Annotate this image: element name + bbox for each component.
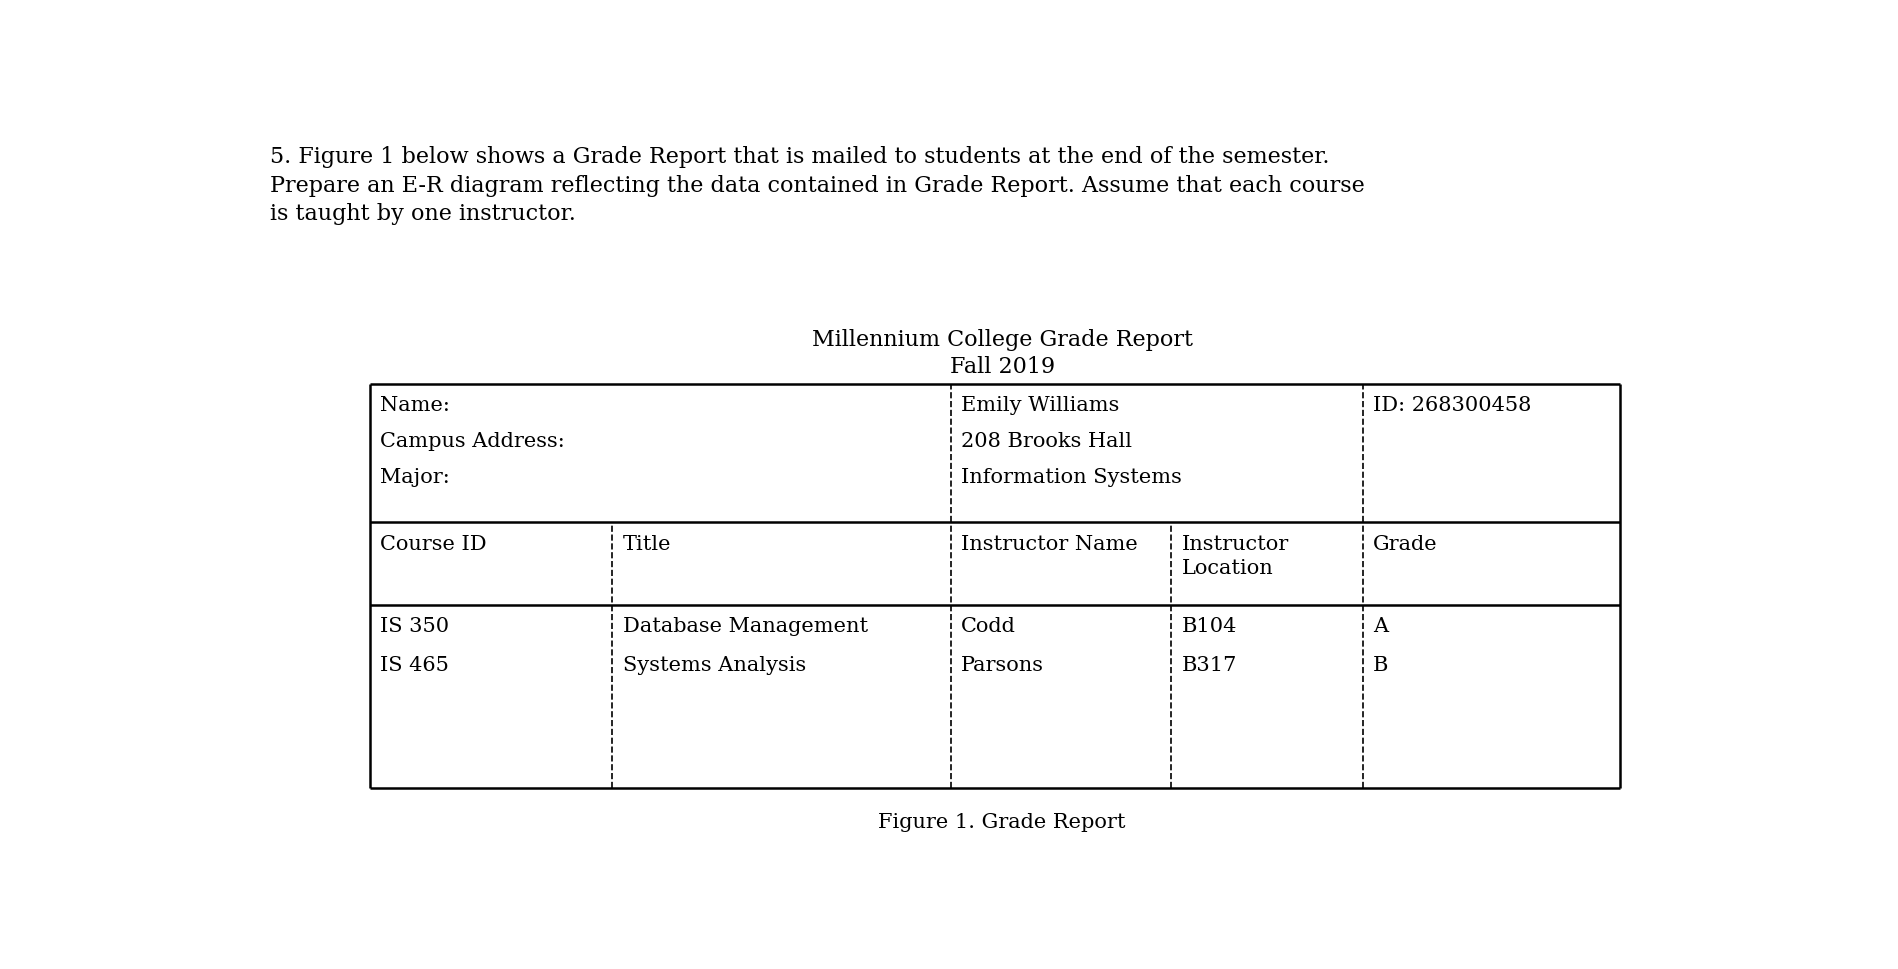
Text: 5. Figure 1 below shows a Grade Report that is mailed to students at the end of : 5. Figure 1 below shows a Grade Report t… (270, 146, 1329, 168)
Text: is taught by one instructor.: is taught by one instructor. (270, 203, 575, 225)
Text: IS 465: IS 465 (380, 655, 448, 674)
Text: Systems Analysis: Systems Analysis (623, 655, 807, 674)
Text: Title: Title (623, 534, 672, 553)
Text: B317: B317 (1182, 655, 1237, 674)
Text: Information Systems: Information Systems (960, 468, 1182, 486)
Text: Millennium College Grade Report: Millennium College Grade Report (812, 329, 1192, 351)
Text: IS 350: IS 350 (380, 616, 450, 635)
Text: Instructor
Location: Instructor Location (1182, 534, 1289, 578)
Text: Instructor Name: Instructor Name (960, 534, 1137, 553)
Text: A: A (1372, 616, 1387, 635)
Text: Parsons: Parsons (960, 655, 1044, 674)
Text: Name:: Name: (380, 396, 450, 415)
Text: B104: B104 (1182, 616, 1237, 635)
Text: Fall 2019: Fall 2019 (949, 356, 1055, 377)
Text: Database Management: Database Management (623, 616, 867, 635)
Text: Emily Williams: Emily Williams (960, 396, 1120, 415)
Text: Course ID: Course ID (380, 534, 486, 553)
Text: ID: 268300458: ID: 268300458 (1372, 396, 1532, 415)
Text: 208 Brooks Hall: 208 Brooks Hall (960, 432, 1131, 451)
Text: Prepare an E-R diagram reflecting the data contained in Grade Report. Assume tha: Prepare an E-R diagram reflecting the da… (270, 174, 1365, 197)
Text: B: B (1372, 655, 1387, 674)
Text: Grade: Grade (1372, 534, 1437, 553)
Text: Campus Address:: Campus Address: (380, 432, 566, 451)
Text: Codd: Codd (960, 616, 1015, 635)
Text: Major:: Major: (380, 468, 450, 486)
Text: Figure 1. Grade Report: Figure 1. Grade Report (879, 812, 1126, 830)
